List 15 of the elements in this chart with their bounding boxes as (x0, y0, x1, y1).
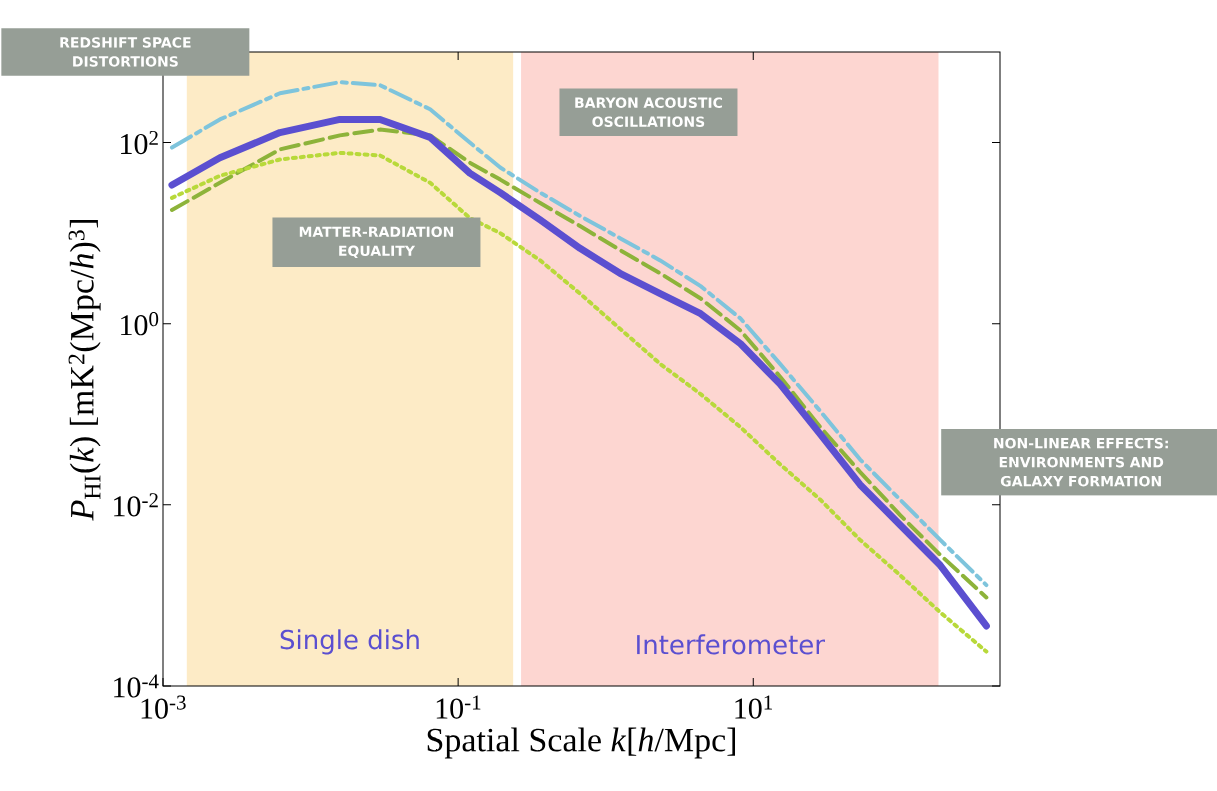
annotation: BARYON ACOUSTIC OSCILLATIONS (575, 97, 723, 128)
band-label: Single dish (280, 629, 419, 655)
text: P$_{HI}$(k) [mK$^{2}$(Mpc/h)$^{3}$] (68, 220, 101, 521)
annotation: MATTER-RADIATION EQUALITY (299, 226, 454, 258)
y-tick-label: 10$^{2}$ (121, 130, 158, 155)
x-tick-label: 10$^{1}$ (735, 695, 772, 719)
band-label: Interferometer (637, 634, 825, 655)
x-tick-label: 10$^{-1}$ (436, 695, 481, 719)
y-tick-label: 10$^{0}$ (121, 312, 159, 336)
x-axis-title: Spatial Scale k[h/Mpc] (427, 727, 736, 759)
annotation: REDSHIFT SPACE DISTORTIONS (60, 37, 191, 67)
x-tick-label: 10$^{-3}$ (141, 695, 186, 719)
y-tick-label: 10$^{-2}$ (114, 493, 158, 517)
annotation: NON-LINEAR EFFECTS: ENVIRONMENTS AND GALAXY FORMATION (994, 437, 1168, 487)
y-tick-label: 10$^{-4}$ (114, 674, 159, 698)
